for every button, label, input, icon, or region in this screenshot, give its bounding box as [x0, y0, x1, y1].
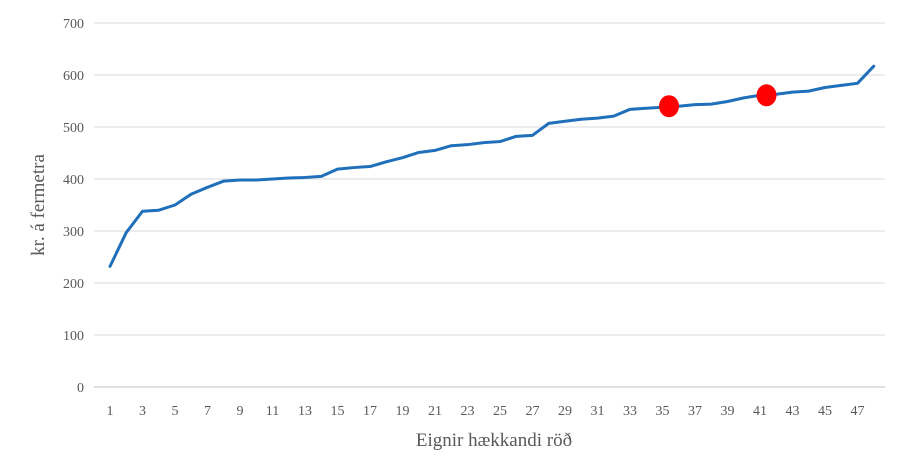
x-tick-label: 45 — [818, 404, 832, 419]
y-tick-label: 200 — [63, 277, 84, 292]
y-tick-label: 600 — [63, 69, 84, 84]
x-tick-label: 35 — [656, 404, 670, 419]
x-tick-label: 21 — [428, 404, 442, 419]
x-tick-label: 27 — [526, 404, 540, 419]
x-axis-title: Eignir hækkandi röð — [416, 430, 572, 451]
x-tick-label: 9 — [237, 404, 244, 419]
y-tick-label: 700 — [63, 17, 84, 32]
x-tick-label: 17 — [363, 404, 377, 419]
series-layer — [108, 64, 876, 268]
x-tick-label: 41 — [753, 404, 767, 419]
y-axis-title: kr. á fermetra — [28, 154, 49, 256]
y-tick-label: 300 — [63, 225, 84, 240]
y-tick-label: 100 — [63, 329, 84, 344]
y-tick-labels: 0 100 200 300 400 500 600 700 — [63, 17, 84, 396]
x-tick-label: 43 — [786, 404, 800, 419]
y-tick-label: 500 — [63, 121, 84, 136]
x-tick-labels: 1 3 5 7 9 11 13 15 17 19 21 23 25 27 29 31 33 35 37 39 41 43 4… — [107, 404, 865, 419]
x-tick-label: 3 — [139, 404, 146, 419]
y-tick-label: 400 — [63, 173, 84, 188]
highlight-point — [659, 95, 679, 118]
x-tick-label: 1 — [107, 404, 114, 419]
gridlines — [94, 22, 885, 388]
highlight-point — [756, 84, 777, 107]
x-tick-label: 39 — [721, 404, 735, 419]
x-tick-label: 13 — [298, 404, 312, 419]
x-tick-label: 33 — [623, 404, 637, 419]
x-tick-label: 29 — [558, 404, 572, 419]
x-tick-label: 15 — [331, 404, 345, 419]
x-tick-label: 31 — [591, 404, 605, 419]
x-tick-label: 23 — [461, 404, 475, 419]
x-tick-label: 11 — [266, 404, 279, 419]
highlight-markers — [659, 84, 777, 118]
x-tick-label: 7 — [204, 404, 211, 419]
x-tick-label: 19 — [396, 404, 410, 419]
y-tick-label: 0 — [77, 381, 84, 396]
series-line — [108, 64, 876, 268]
x-tick-label: 5 — [172, 404, 179, 419]
x-tick-label: 37 — [688, 404, 702, 419]
x-tick-label: 47 — [851, 404, 865, 419]
x-tick-label: 25 — [493, 404, 507, 419]
